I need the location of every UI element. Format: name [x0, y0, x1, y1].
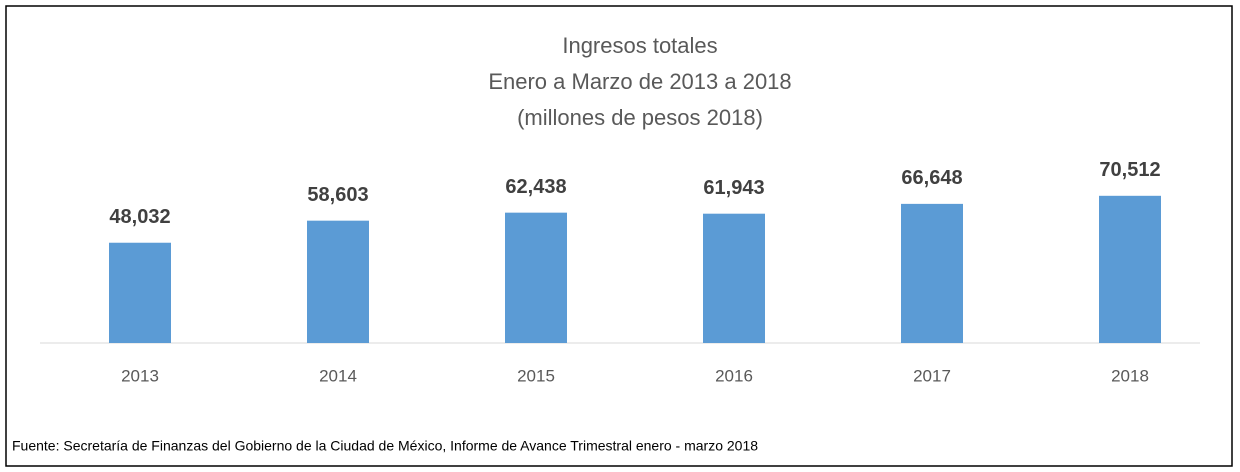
bar [505, 212, 567, 343]
value-label: 70,512 [1099, 159, 1160, 181]
x-tick-label: 2014 [319, 366, 357, 385]
x-tick-label: 2015 [517, 366, 555, 385]
chart-title: Ingresos totales [562, 33, 717, 58]
value-label: 66,648 [901, 167, 962, 189]
chart-frame [5, 5, 1233, 467]
x-tick-label: 2017 [913, 366, 951, 385]
bar [901, 203, 963, 343]
chart-subtitle: (millones de pesos 2018) [517, 105, 763, 130]
value-label: 62,438 [505, 176, 566, 198]
x-tick-label: 2013 [121, 366, 159, 385]
value-label: 58,603 [307, 184, 368, 206]
bar [109, 242, 171, 343]
value-label: 48,032 [109, 206, 170, 228]
chart-subtitle: Enero a Marzo de 2013 a 2018 [488, 69, 791, 94]
bar [703, 213, 765, 343]
source-note: Fuente: Secretaría de Finanzas del Gobie… [12, 438, 758, 454]
x-tick-label: 2016 [715, 366, 753, 385]
bar [1099, 195, 1161, 343]
bar [307, 220, 369, 343]
value-label: 61,943 [703, 177, 764, 199]
x-tick-label: 2018 [1111, 366, 1149, 385]
